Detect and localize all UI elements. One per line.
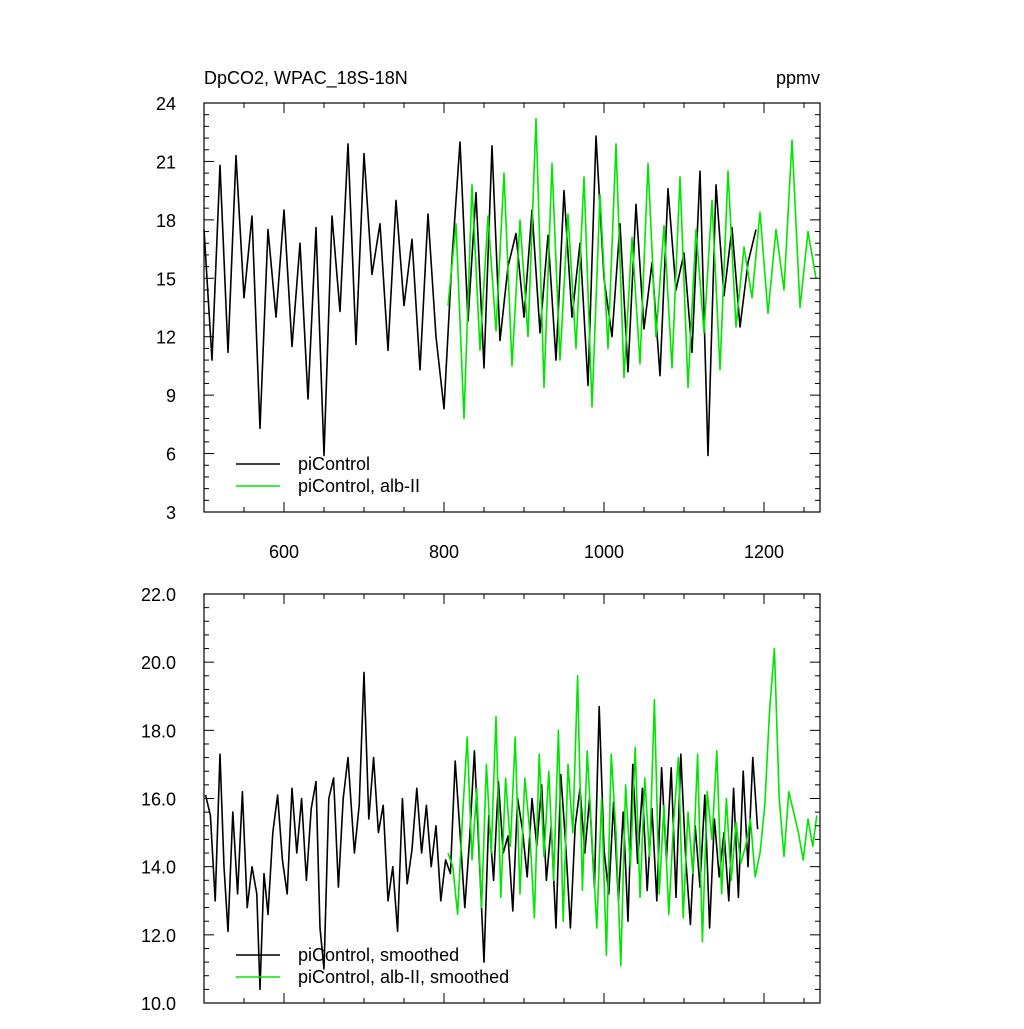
y-tick-label-0-2: 9 [166, 386, 176, 406]
legend-label-1-1: piControl, alb-II, smoothed [298, 967, 509, 987]
x-tick-label-600: 600 [269, 542, 299, 562]
y-tick-label-0-4: 15 [156, 269, 176, 289]
y-tick-label-0-6: 21 [156, 152, 176, 172]
y-tick-label-1-6: 22.0 [141, 585, 176, 605]
y-tick-label-0-7: 24 [156, 94, 176, 114]
legend-label-0-0: piControl [298, 454, 370, 474]
y-tick-label-0-1: 6 [166, 445, 176, 465]
y-tick-label-0-0: 3 [166, 503, 176, 523]
y-tick-label-1-0: 10.0 [141, 994, 176, 1014]
series-line-0-1 [447, 117, 817, 420]
y-tick-label-1-4: 18.0 [141, 721, 176, 741]
legend-label-0-1: piControl, alb-II [298, 476, 420, 496]
x-tick-label-1200: 1200 [744, 542, 784, 562]
legend-label-1-0: piControl, smoothed [298, 945, 459, 965]
series-line-1-1 [447, 647, 818, 967]
plot-frame-0 [203, 102, 821, 513]
chart-title: DpCO2, WPAC_18S-18N [204, 68, 408, 89]
y-tick-label-1-5: 20.0 [141, 653, 176, 673]
bottom-panel: 10.0 12.0 14.0 16.0 18.0 20.0 22.0 piControl, s… [141, 585, 821, 1014]
units-label: ppmv [776, 68, 820, 88]
x-tick-label-800: 800 [429, 542, 459, 562]
top-panel: 600 800 1000 1200 3 6 9 12 15 18 21 24 piControlpiCo… [156, 94, 821, 562]
series-line-1-0 [204, 671, 759, 991]
y-tick-label-1-3: 16.0 [141, 790, 176, 810]
y-tick-label-0-5: 18 [156, 211, 176, 231]
y-tick-label-0-3: 12 [156, 328, 176, 348]
y-tick-label-1-2: 14.0 [141, 858, 176, 878]
series-line-0-0 [203, 135, 757, 457]
x-tick-label-1000: 1000 [584, 542, 624, 562]
y-tick-label-1-1: 12.0 [141, 926, 176, 946]
